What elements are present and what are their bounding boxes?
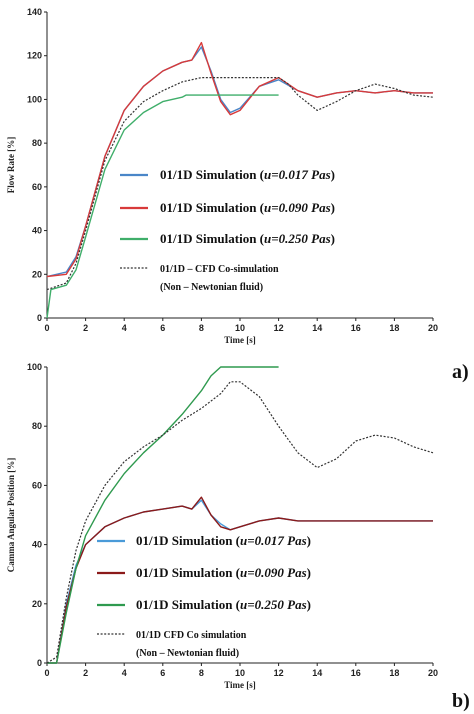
x-axis-label: Time [s] [224, 680, 256, 690]
series-line-4 [46, 381, 434, 664]
legend-label-1: 01/1D Simulation (u=0.017 Pas) [160, 167, 335, 182]
legend-label-2: 01/1D Simulation (u=0.090 Pas) [136, 565, 311, 580]
legend-label-4: 01/1D CFD Co simulation [136, 630, 247, 641]
x-tick-label: 0 [44, 668, 49, 678]
x-tick-label: 16 [351, 668, 361, 678]
panel-b-chart: 0 20 40 60 80 100 0 2 4 6 8 10 12 14 16 18 20 Time [s] Cam… [6, 362, 470, 712]
y-tick-label: 140 [27, 7, 42, 17]
x-axis-label: Time [s] [224, 335, 256, 345]
x-tick-label: 12 [274, 323, 284, 333]
x-tick-label: 14 [312, 668, 322, 678]
y-tick-label: 60 [32, 480, 42, 490]
y-tick-label: 80 [32, 421, 42, 431]
y-tick-label: 120 [27, 51, 42, 61]
y-tick-label: 20 [32, 269, 42, 279]
y-axis-label: Flow Rate [%] [6, 137, 16, 193]
series-line-3 [46, 94, 279, 319]
y-tick-label: 60 [32, 182, 42, 192]
x-tick-label: 4 [122, 668, 127, 678]
x-tick-label: 20 [428, 668, 438, 678]
x-tick-label: 2 [83, 323, 88, 333]
series-line-4 [46, 76, 434, 291]
y-tick-label: 40 [32, 540, 42, 550]
series-line-3 [47, 366, 279, 664]
legend-label-2: 01/1D Simulation (u=0.090 Pas) [160, 200, 335, 215]
legend-label-3: 01/1D Simulation (u=0.250 Pas) [160, 231, 335, 246]
y-tick-label: 40 [32, 226, 42, 236]
y-tick-label: 0 [37, 313, 42, 323]
x-tick-label: 16 [351, 323, 361, 333]
y-tick-label: 20 [32, 599, 42, 609]
x-tick-label: 10 [235, 668, 245, 678]
x-tick-label: 14 [312, 323, 322, 333]
panel-label: b) [452, 690, 470, 712]
x-tick-label: 4 [122, 323, 127, 333]
x-tick-label: 18 [389, 323, 399, 333]
panel-a-chart: 0 20 40 60 80 100 120 140 0 2 4 6 8 10 12 14 16 18 20 Time … [6, 7, 469, 383]
x-tick-label: 20 [428, 323, 438, 333]
x-tick-label: 6 [160, 668, 165, 678]
x-tick-label: 0 [44, 323, 49, 333]
x-tick-label: 12 [274, 668, 284, 678]
y-tick-label: 80 [32, 138, 42, 148]
y-tick-label: 0 [37, 658, 42, 668]
series-line-2 [47, 496, 433, 664]
x-tick-label: 8 [199, 668, 204, 678]
legend-label-3: 01/1D Simulation (u=0.250 Pas) [136, 597, 311, 612]
x-tick-label: 18 [389, 668, 399, 678]
y-axis-label: Camma Angular Position [%] [6, 458, 16, 573]
y-tick-label: 100 [27, 94, 42, 104]
x-tick-label: 6 [160, 323, 165, 333]
x-tick-label: 8 [199, 323, 204, 333]
legend-label-4-line2: (Non – Newtonian fluid) [136, 648, 239, 659]
x-tick-label: 2 [83, 668, 88, 678]
legend-label-1: 01/1D Simulation (u=0.017 Pas) [136, 533, 311, 548]
panel-label: a) [452, 361, 469, 383]
x-tick-label: 10 [235, 323, 245, 333]
y-tick-label: 100 [27, 362, 42, 372]
legend-label-4-line2: (Non – Newtonian fluid) [160, 282, 263, 293]
legend-label-4: 01/1D – CFD Co-simulation [160, 264, 279, 275]
